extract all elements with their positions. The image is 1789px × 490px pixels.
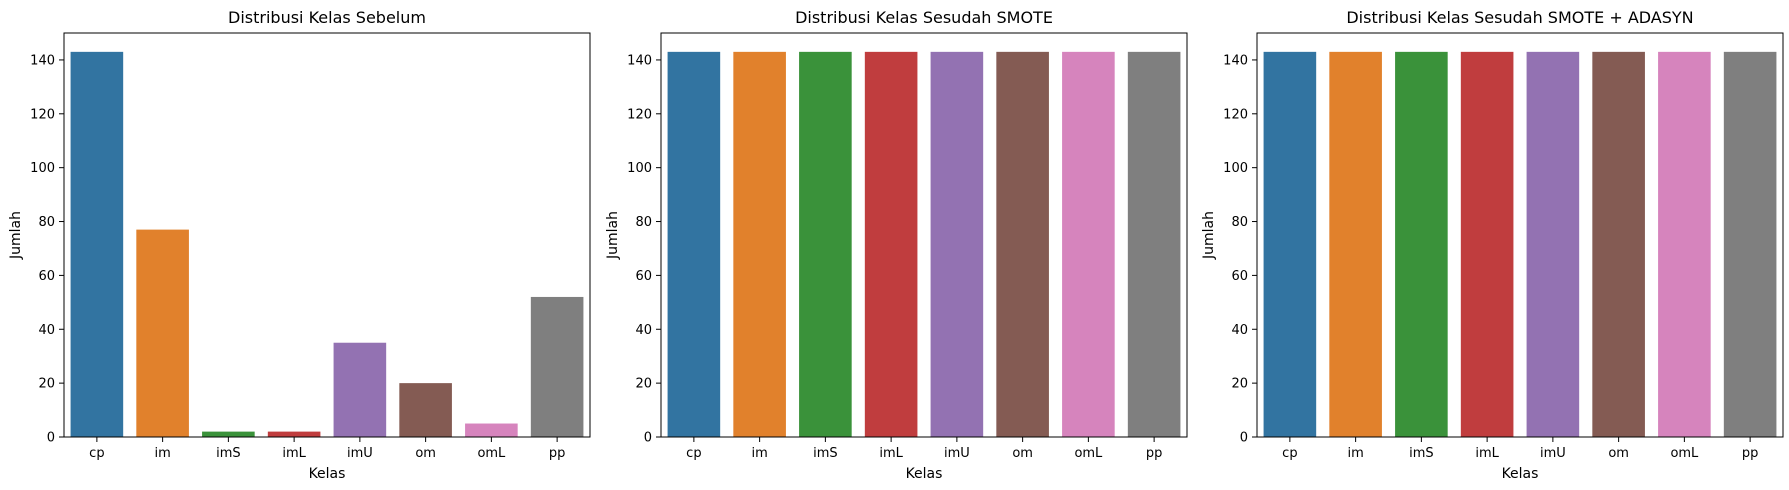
axes-frame — [660, 32, 1188, 438]
bar-imU — [1526, 51, 1580, 437]
x-tick-label: imL — [282, 446, 306, 461]
y-tick-label: 60 — [1231, 269, 1248, 284]
bar-pp — [1127, 51, 1181, 437]
chart-title: Distribusi Kelas Sesudah SMOTE — [795, 8, 1053, 27]
bar-omL — [465, 423, 518, 437]
bar-imU — [333, 342, 387, 437]
bar-cp — [1263, 51, 1317, 437]
x-axis-label: Kelas — [309, 466, 346, 482]
x-tick-label: omL — [477, 446, 506, 461]
y-tick-label: 120 — [30, 107, 55, 122]
bar-om — [996, 51, 1049, 437]
bar-imU — [930, 51, 984, 437]
bar-omL — [1062, 51, 1115, 437]
y-tick-label: 80 — [1231, 215, 1248, 230]
x-tick-label: pp — [549, 446, 566, 461]
x-tick-label: cp — [686, 446, 701, 461]
y-tick-label: 100 — [30, 161, 55, 176]
y-tick-label: 20 — [1231, 377, 1248, 392]
x-tick-label: im — [751, 446, 767, 461]
y-tick-label: 140 — [30, 53, 55, 68]
y-tick-label: 0 — [1240, 431, 1248, 446]
y-tick-label: 60 — [38, 269, 55, 284]
bar-imL — [864, 51, 918, 437]
x-axis-label: Kelas — [906, 466, 943, 482]
x-tick-label: imU — [347, 446, 373, 461]
x-tick-label: pp — [1742, 446, 1759, 461]
x-tick-label: cp — [89, 446, 104, 461]
y-tick-label: 120 — [627, 107, 652, 122]
y-tick-label: 40 — [635, 323, 652, 338]
x-tick-label: cp — [1282, 446, 1297, 461]
x-tick-label: imL — [1475, 446, 1499, 461]
bar-pp — [1723, 51, 1777, 437]
x-tick-label: im — [1347, 446, 1363, 461]
x-tick-label: om — [1608, 446, 1629, 461]
x-tick-label: im — [154, 446, 170, 461]
x-tick-label: imU — [1540, 446, 1566, 461]
bar-im — [136, 229, 189, 437]
x-tick-label: imS — [1409, 446, 1434, 461]
bar-imL — [1460, 51, 1514, 437]
x-tick-label: imS — [216, 446, 241, 461]
x-tick-label: om — [415, 446, 436, 461]
bar-im — [1329, 51, 1382, 437]
y-tick-label: 100 — [627, 161, 652, 176]
y-tick-label: 60 — [635, 269, 652, 284]
chart-panel-3: cp im imS imL imU om omL pp 0 20 40 60 80 100 120 140 Di… — [1201, 8, 1784, 482]
bar-omL — [1658, 51, 1711, 437]
bar-cp — [667, 51, 721, 437]
axes-frame — [63, 32, 591, 438]
bar-cp — [70, 51, 124, 437]
y-tick-label: 0 — [644, 431, 652, 446]
bar-im — [733, 51, 786, 437]
x-tick-label: imS — [813, 446, 838, 461]
y-tick-label: 20 — [635, 377, 652, 392]
y-tick-label: 0 — [47, 431, 55, 446]
y-tick-label: 140 — [627, 53, 652, 68]
y-tick-label: 80 — [635, 215, 652, 230]
y-tick-label: 100 — [1223, 161, 1248, 176]
y-axis-label: Jumlah — [8, 211, 24, 260]
bar-imL — [267, 431, 321, 437]
y-tick-label: 40 — [1231, 323, 1248, 338]
x-axis-label: Kelas — [1502, 466, 1539, 482]
x-tick-label: omL — [1670, 446, 1699, 461]
axes-frame — [1256, 32, 1784, 438]
y-axis-label: Jumlah — [1201, 211, 1217, 260]
y-tick-label: 40 — [38, 323, 55, 338]
y-tick-label: 80 — [38, 215, 55, 230]
chart-panel-2: cp im imS imL imU om omL pp 0 20 40 60 80 100 120 140 Di… — [605, 8, 1188, 482]
bar-pp — [530, 296, 584, 437]
bar-om — [1592, 51, 1645, 437]
x-tick-label: omL — [1074, 446, 1103, 461]
x-tick-label: imL — [879, 446, 903, 461]
y-axis-label: Jumlah — [605, 211, 621, 260]
x-tick-label: om — [1012, 446, 1033, 461]
y-tick-label: 140 — [1223, 53, 1248, 68]
chart-title: Distribusi Kelas Sesudah SMOTE + ADASYN — [1346, 8, 1693, 27]
x-tick-label: pp — [1146, 446, 1163, 461]
bar-imS — [202, 431, 255, 437]
x-tick-label: imU — [944, 446, 970, 461]
chart-panel-1: cp im imS imL imU om omL pp 0 20 40 60 80 100 120 140 Di… — [8, 8, 591, 482]
y-tick-label: 20 — [38, 377, 55, 392]
bar-imS — [1395, 51, 1448, 437]
bar-imS — [799, 51, 852, 437]
y-tick-label: 120 — [1223, 107, 1248, 122]
bar-om — [399, 383, 452, 437]
chart-title: Distribusi Kelas Sebelum — [228, 8, 426, 27]
